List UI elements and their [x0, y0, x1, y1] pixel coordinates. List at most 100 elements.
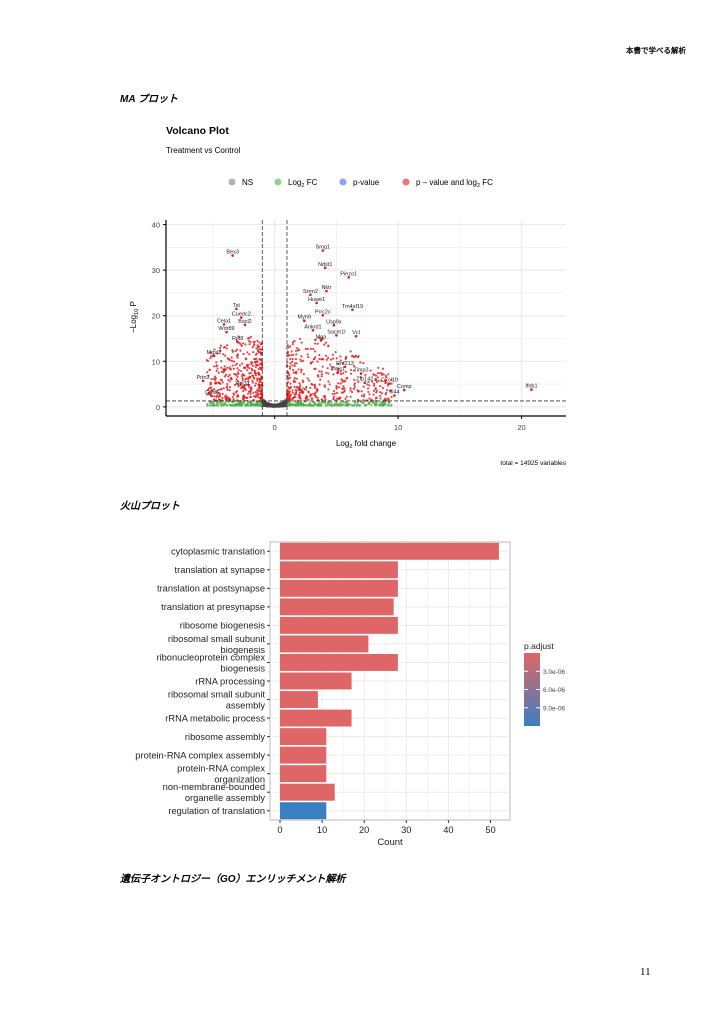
data-point — [343, 389, 346, 392]
category-label: ribosomal small subunit assembly — [168, 690, 266, 711]
data-point — [238, 364, 242, 367]
data-point — [293, 385, 296, 388]
data-point — [218, 400, 221, 403]
volcano-grid — [166, 220, 566, 416]
gene-label-Thbs1: Thbs1 — [330, 367, 345, 373]
data-point — [364, 373, 367, 376]
data-point — [259, 386, 263, 389]
data-point — [316, 342, 319, 345]
bar — [280, 561, 398, 579]
data-point — [212, 402, 215, 405]
volcano-caption: total = 14925 variables — [500, 460, 566, 467]
data-point — [236, 367, 239, 370]
data-point — [232, 392, 235, 395]
data-point — [327, 344, 330, 347]
data-point — [334, 403, 338, 406]
data-point — [254, 365, 257, 368]
data-point — [233, 383, 237, 387]
data-point — [228, 380, 231, 383]
plot-panel — [269, 541, 511, 821]
data-point — [296, 401, 299, 404]
data-point — [352, 387, 355, 391]
data-point — [241, 342, 245, 345]
data-point — [217, 388, 220, 392]
data-point — [357, 380, 360, 384]
data-point — [292, 403, 295, 406]
data-point — [251, 364, 254, 367]
data-point — [379, 400, 382, 404]
category-label-line: protein-RNA complex — [177, 764, 265, 774]
bar — [280, 691, 318, 708]
data-point — [316, 387, 319, 391]
labeled-point-Rnf213 — [343, 365, 347, 369]
data-point — [288, 404, 292, 407]
data-point — [246, 392, 250, 395]
data-point — [353, 382, 357, 385]
data-point — [251, 361, 254, 364]
data-point — [224, 354, 227, 357]
data-point — [219, 378, 223, 382]
data-point — [298, 396, 301, 400]
data-point — [374, 396, 378, 399]
data-point — [235, 403, 238, 406]
labeled-point-Usp9x — [332, 323, 336, 327]
data-point — [210, 388, 213, 392]
category-label: protein-RNA complex organization — [177, 764, 265, 785]
data-point — [291, 391, 294, 394]
data-point — [323, 343, 326, 346]
volcano-legend: NS Log2 FC p-value p – value and log2 FC — [228, 178, 493, 189]
labeled-point-Thbs1 — [336, 371, 339, 374]
bar — [280, 765, 327, 783]
data-point — [245, 363, 249, 366]
data-point — [351, 355, 354, 358]
data-point — [319, 378, 322, 381]
data-point — [339, 382, 342, 385]
data-point — [291, 368, 295, 372]
data-point — [246, 369, 249, 372]
y-tick-label: 30 — [152, 266, 160, 275]
data-point — [222, 353, 225, 356]
category-label-line: non-membrane-bounded — [163, 782, 265, 792]
gene-label-Rpl31: Rpl31 — [235, 381, 249, 387]
data-point — [287, 380, 290, 384]
data-point — [383, 397, 386, 400]
data-point — [351, 404, 354, 407]
data-point — [252, 340, 256, 344]
gene-label-Myh9: Myh9 — [298, 315, 311, 321]
data-point — [376, 376, 379, 379]
legend-dot-2 — [339, 178, 347, 186]
data-point — [318, 402, 321, 405]
data-point — [356, 403, 359, 407]
data-point — [206, 393, 209, 396]
data-point — [314, 367, 317, 370]
data-point — [390, 404, 393, 407]
gene-label-Timp3: Timp3 — [354, 368, 369, 374]
labeled-point-Tm4sf19 — [351, 308, 354, 312]
data-point — [331, 368, 334, 371]
data-point — [293, 339, 296, 342]
labeled-point-Sacm1l — [335, 334, 338, 337]
data-point — [236, 395, 239, 398]
data-point — [257, 350, 260, 353]
data-point — [318, 383, 321, 386]
data-point — [342, 401, 346, 404]
gene-label-Wdr89: Wdr89 — [218, 326, 234, 332]
page-number: 11 — [640, 966, 651, 978]
data-point — [291, 364, 294, 367]
data-point — [228, 398, 232, 401]
data-point — [318, 357, 321, 361]
data-point — [341, 362, 345, 365]
data-point — [304, 347, 308, 350]
data-point — [310, 397, 313, 400]
category-label: cytoplasmic translation — [171, 547, 265, 557]
data-point — [257, 387, 260, 390]
data-point — [345, 355, 348, 358]
bar — [280, 616, 398, 634]
data-point — [324, 354, 328, 357]
data-point — [306, 353, 309, 356]
category-label-line: translation at presynapse — [161, 602, 265, 612]
gene-label-Ndst1: Ndst1 — [318, 262, 332, 268]
legend-tick-label: 6.0e-06 — [543, 687, 565, 694]
data-point — [387, 404, 391, 407]
data-point — [277, 403, 280, 406]
